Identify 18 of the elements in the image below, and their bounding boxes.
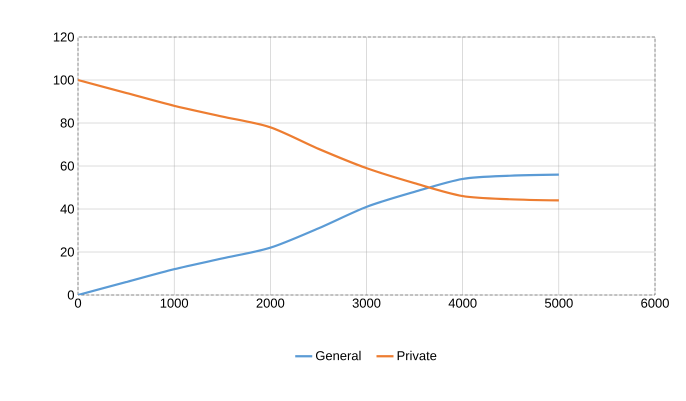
- y-tick-label: 20: [60, 247, 74, 257]
- x-tick-label: 5000: [544, 298, 573, 308]
- x-tick-label: 4000: [448, 298, 477, 308]
- y-tick-label: 100: [54, 75, 74, 85]
- y-tick-label: 120: [54, 32, 74, 42]
- legend-label: General: [316, 350, 361, 360]
- y-tick-label: 40: [60, 204, 74, 214]
- y-tick-label: 60: [60, 161, 74, 171]
- x-tick-label: 6000: [641, 298, 669, 308]
- x-tick-label: 1000: [160, 298, 188, 308]
- y-tick-label: 80: [60, 118, 74, 128]
- x-tick-label: 2000: [256, 298, 284, 308]
- y-tick-label: 0: [68, 290, 74, 300]
- x-tick-label: 3000: [352, 298, 380, 308]
- x-tick-label: 0: [74, 298, 82, 308]
- legend-label: Private: [398, 350, 436, 360]
- line-series: [78, 174, 560, 295]
- line-series: [78, 78, 560, 202]
